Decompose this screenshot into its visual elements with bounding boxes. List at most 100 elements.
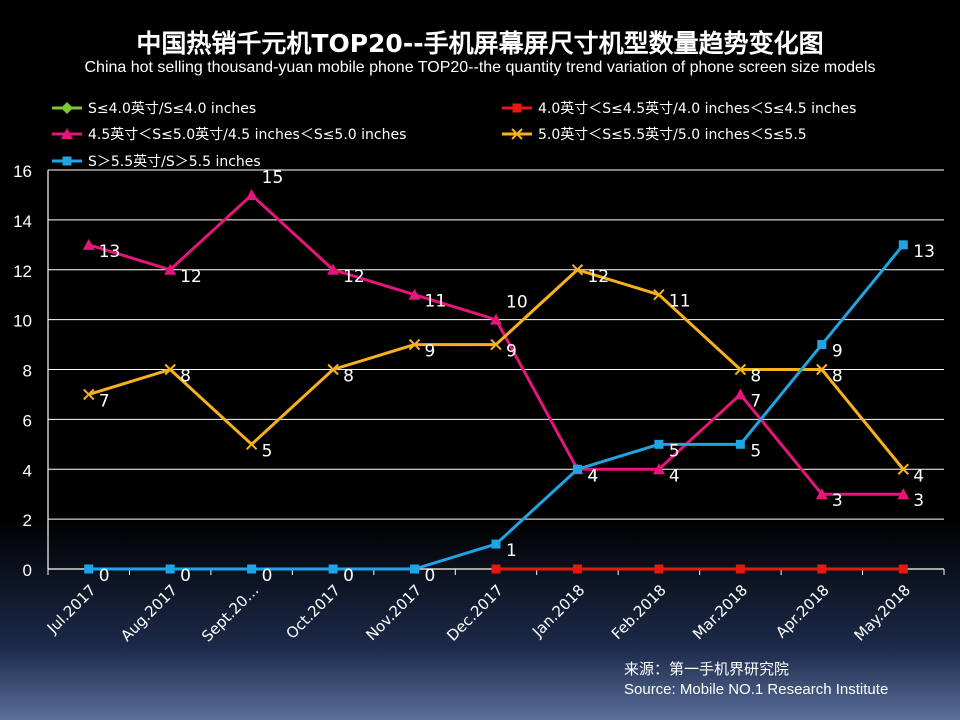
data-label: 1 bbox=[506, 541, 517, 561]
data-label: 3 bbox=[832, 491, 843, 511]
data-point bbox=[61, 102, 73, 114]
data-point bbox=[247, 564, 257, 574]
data-point bbox=[653, 288, 665, 301]
data-point bbox=[816, 363, 828, 376]
y-tick-label: 12 bbox=[13, 262, 32, 281]
data-point bbox=[164, 363, 176, 376]
data-label: 5 bbox=[750, 441, 761, 461]
data-point bbox=[165, 564, 175, 574]
legend-label: 5.0英寸＜S≤5.5英寸/5.0 inches＜S≤5.5 bbox=[538, 126, 807, 143]
x-tick-label: Nov.2017 bbox=[362, 581, 425, 644]
data-point bbox=[490, 338, 502, 351]
data-label: 3 bbox=[913, 491, 924, 511]
x-tick-label: Feb.2018 bbox=[608, 581, 670, 643]
data-point bbox=[327, 263, 340, 275]
data-point bbox=[245, 188, 258, 200]
x-tick-label: Dec.2017 bbox=[443, 581, 507, 645]
data-point bbox=[735, 564, 745, 574]
data-label: 11 bbox=[425, 292, 447, 312]
data-label: 10 bbox=[506, 293, 528, 313]
y-tick-label: 2 bbox=[23, 511, 32, 530]
source-en: Source: Mobile NO.1 Research Institute bbox=[624, 681, 889, 698]
data-label: 7 bbox=[99, 391, 110, 411]
data-point bbox=[328, 564, 338, 574]
data-label: 12 bbox=[587, 267, 609, 287]
legend-label: 4.0英寸＜S≤4.5英寸/4.0 inches＜S≤4.5 inches bbox=[538, 100, 856, 117]
legend-label: S＞5.5英寸/S＞5.5 inches bbox=[88, 153, 261, 170]
data-point bbox=[654, 564, 664, 574]
data-label: 11 bbox=[669, 292, 691, 312]
x-tick-label: Jan.2018 bbox=[528, 581, 588, 641]
data-point bbox=[652, 463, 665, 475]
y-tick-label: 16 bbox=[13, 162, 32, 181]
y-tick-label: 6 bbox=[23, 411, 32, 430]
data-label: 4 bbox=[587, 466, 598, 486]
data-point bbox=[654, 439, 664, 449]
data-label: 9 bbox=[506, 342, 517, 362]
data-point bbox=[572, 464, 582, 474]
y-tick-label: 8 bbox=[23, 362, 32, 381]
data-point bbox=[410, 564, 420, 574]
data-point bbox=[83, 388, 95, 401]
x-tick-label: May.2018 bbox=[851, 581, 915, 645]
data-point bbox=[571, 264, 584, 276]
data-point bbox=[817, 340, 827, 350]
data-point bbox=[84, 564, 94, 574]
data-point bbox=[815, 488, 828, 500]
data-point bbox=[572, 564, 582, 574]
data-label: 0 bbox=[180, 566, 191, 586]
data-point bbox=[512, 103, 522, 113]
data-point bbox=[408, 288, 421, 300]
data-label: 12 bbox=[343, 267, 365, 287]
data-label: 8 bbox=[180, 367, 191, 387]
data-label: 5 bbox=[262, 441, 273, 461]
legend-label: 4.5英寸＜S≤5.0英寸/4.5 inches＜S≤5.0 inches bbox=[88, 126, 406, 143]
data-label: 9 bbox=[832, 342, 843, 362]
data-label: 0 bbox=[262, 566, 273, 586]
data-label: 8 bbox=[343, 367, 354, 387]
data-label: 13 bbox=[913, 242, 935, 262]
data-label: 8 bbox=[750, 367, 761, 387]
y-tick-label: 10 bbox=[13, 312, 32, 331]
legend-label: S≤4.0英寸/S≤4.0 inches bbox=[88, 100, 256, 117]
x-tick-label: Oct.2017 bbox=[282, 581, 343, 642]
data-point bbox=[82, 238, 95, 250]
source-cn: 来源：第一手机界研究院 bbox=[624, 661, 790, 678]
data-point bbox=[490, 313, 502, 325]
data-point bbox=[327, 363, 339, 376]
chart-title: 中国热销千元机TOP20--手机屏幕屏尺寸机型数量趋势变化图 bbox=[136, 29, 824, 58]
data-label: 13 bbox=[99, 242, 121, 262]
source-note: 来源：第一手机界研究院 Source: Mobile NO.1 Research… bbox=[624, 660, 888, 700]
data-label: 15 bbox=[262, 168, 284, 188]
x-tick-label: Aug.2017 bbox=[117, 581, 181, 645]
data-point bbox=[734, 388, 747, 400]
y-tick-label: 4 bbox=[23, 461, 32, 480]
data-label: 0 bbox=[425, 566, 436, 586]
data-point bbox=[491, 564, 501, 574]
x-tick-label: Mar.2018 bbox=[689, 581, 751, 643]
data-label: 8 bbox=[832, 367, 843, 387]
x-tick-label: Jul.2017 bbox=[43, 581, 100, 638]
data-point bbox=[898, 564, 908, 574]
x-tick-label: Sept.20… bbox=[198, 581, 262, 645]
data-label: 4 bbox=[587, 466, 598, 486]
data-point bbox=[897, 488, 910, 500]
y-tick-label: 0 bbox=[23, 561, 32, 580]
data-point bbox=[897, 463, 909, 475]
data-point bbox=[491, 539, 501, 549]
data-point bbox=[734, 363, 747, 376]
data-label: 0 bbox=[343, 566, 354, 586]
data-point bbox=[164, 263, 177, 275]
data-label: 4 bbox=[913, 466, 924, 486]
data-label: 0 bbox=[99, 566, 110, 586]
data-point bbox=[62, 156, 72, 166]
data-point bbox=[61, 128, 73, 139]
data-point bbox=[511, 128, 523, 140]
y-tick-label: 14 bbox=[13, 212, 32, 231]
data-point bbox=[817, 564, 827, 574]
x-tick-label: Apr.2018 bbox=[772, 581, 832, 641]
data-point bbox=[735, 439, 745, 449]
data-label: 9 bbox=[425, 342, 436, 362]
data-label: 5 bbox=[669, 441, 680, 461]
